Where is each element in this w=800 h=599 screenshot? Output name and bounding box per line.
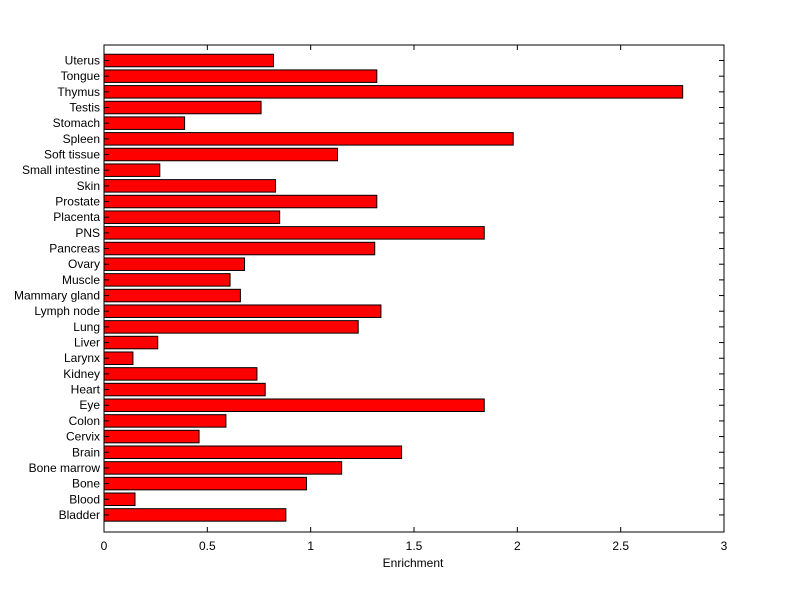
y-tick-label: Small intestine xyxy=(22,163,100,177)
y-tick-label: Stomach xyxy=(53,116,100,130)
bar xyxy=(103,116,186,130)
x-tick-label: 3 xyxy=(721,539,728,553)
y-tick-label: Pancreas xyxy=(49,242,100,256)
x-tick-label: 1 xyxy=(307,539,314,553)
bar xyxy=(103,69,378,83)
bar xyxy=(103,288,241,303)
bar xyxy=(103,226,485,240)
y-tick-label: Muscle xyxy=(62,273,100,287)
y-tick-label: Uterus xyxy=(65,54,100,68)
y-tick-label: Placenta xyxy=(53,210,100,224)
bar xyxy=(103,132,514,146)
bar xyxy=(103,304,382,318)
x-axis: 0 0.5 1 1.5 2 2.5 3 xyxy=(101,45,728,553)
bar xyxy=(103,476,308,491)
bar xyxy=(103,147,339,162)
bar xyxy=(103,382,266,397)
y-tick-label: PNS xyxy=(75,226,100,240)
x-tick-label: 2.5 xyxy=(612,539,629,553)
y-tick-label: Lung xyxy=(73,320,100,334)
x-tick-label: 2 xyxy=(514,539,521,553)
y-tick-label: Cervix xyxy=(66,430,100,444)
bar xyxy=(103,335,159,350)
y-tick-label: Prostate xyxy=(55,195,100,209)
y-tick-label: Mammary gland xyxy=(14,289,100,303)
y-tick-label: Testis xyxy=(69,101,100,115)
bar xyxy=(103,508,287,522)
bar xyxy=(103,241,376,256)
bar xyxy=(103,398,485,412)
bar xyxy=(103,257,246,271)
y-tick-label: Colon xyxy=(69,414,100,428)
y-tick-label: Ovary xyxy=(68,257,100,271)
x-tick-label: 1.5 xyxy=(406,539,423,553)
y-tick-label: Bladder xyxy=(59,508,100,522)
bar xyxy=(103,320,359,334)
y-tick-label: Tongue xyxy=(61,69,101,83)
bar xyxy=(103,429,200,444)
bar xyxy=(103,85,684,99)
y-tick-label: Eye xyxy=(79,398,100,412)
y-tick-label: Thymus xyxy=(57,85,100,99)
bar xyxy=(103,414,227,428)
bar xyxy=(103,273,231,287)
bar xyxy=(103,210,281,224)
y-tick-label: Bone xyxy=(72,477,100,491)
y-tick-label: Lymph node xyxy=(34,304,100,318)
bar xyxy=(103,100,262,115)
bar xyxy=(103,53,274,68)
y-tick-label: Liver xyxy=(74,336,100,350)
y-tick-label: Blood xyxy=(69,492,100,506)
y-tick-label: Bone marrow xyxy=(29,461,101,475)
x-tick-label: 0 xyxy=(101,539,108,553)
y-tick-label: Spleen xyxy=(63,132,100,146)
bar xyxy=(103,367,258,381)
y-tick-label: Heart xyxy=(71,383,101,397)
y-tick-label: Kidney xyxy=(63,367,100,381)
bar xyxy=(103,194,378,209)
x-axis-label: Enrichment xyxy=(383,556,444,570)
bar xyxy=(103,179,277,193)
y-tick-label: Larynx xyxy=(64,351,100,365)
bar xyxy=(103,163,161,177)
bar xyxy=(103,445,403,459)
x-tick-label: 0.5 xyxy=(199,539,216,553)
y-tick-label: Skin xyxy=(77,179,100,193)
y-tick-label: Soft tissue xyxy=(44,148,100,162)
y-tick-label: Brain xyxy=(72,445,100,459)
bar xyxy=(103,461,343,475)
